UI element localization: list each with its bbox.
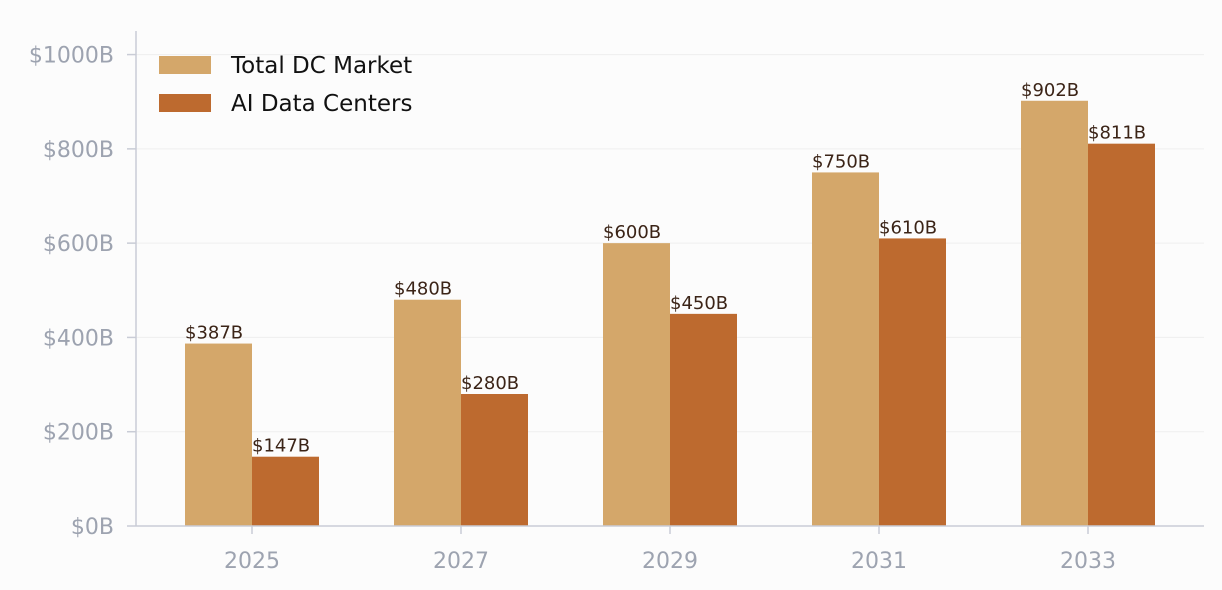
- bar-value-label: $147B: [252, 436, 310, 457]
- bar-value-label: $902B: [1021, 80, 1079, 101]
- y-tick-label: $600B: [43, 232, 114, 257]
- bar-ai-data-centers-2031: [879, 238, 946, 526]
- bar-total-dc-market-2033: [1021, 100, 1088, 527]
- bar-value-label: $610B: [879, 217, 937, 238]
- bar-ai-data-centers-2029: [670, 313, 737, 526]
- bars: [185, 100, 1155, 527]
- x-tick-label: 2031: [851, 549, 907, 574]
- y-tick-label: $400B: [43, 326, 114, 351]
- x-tick-label: 2029: [642, 549, 698, 574]
- legend-swatch-ai-data-centers: [159, 94, 211, 112]
- x-tick-label: 2027: [433, 549, 489, 574]
- bar-total-dc-market-2027: [394, 299, 461, 526]
- bar-ai-data-centers-2033: [1088, 143, 1155, 526]
- y-tick-label: $800B: [43, 138, 114, 163]
- legend: Total DC Market AI Data Centers: [159, 53, 412, 117]
- bar-total-dc-market-2025: [185, 343, 252, 526]
- legend-label: AI Data Centers: [231, 91, 412, 117]
- y-tick-label: $200B: [43, 421, 114, 446]
- bar-total-dc-market-2029: [603, 243, 670, 526]
- y-tick-label: $0B: [71, 515, 114, 540]
- bar-value-label: $480B: [394, 279, 452, 300]
- bar-value-label: $600B: [603, 222, 661, 243]
- axes: $0B $200B $400B $600B $800B $1000B 2025 2027 202…: [29, 31, 1204, 574]
- legend-label: Total DC Market: [230, 53, 412, 79]
- bar-total-dc-market-2031: [812, 172, 879, 526]
- bar-ai-data-centers-2025: [252, 456, 319, 526]
- data-labels: $387B $147B $480B $280B $600B $450B $750B $610B…: [185, 80, 1146, 457]
- bar-value-label: $387B: [185, 323, 243, 344]
- x-tick-label: 2033: [1060, 549, 1116, 574]
- bar-value-label: $280B: [461, 373, 519, 394]
- y-tick-label: $1000B: [29, 44, 114, 69]
- bar-value-label: $450B: [670, 293, 728, 314]
- bar-value-label: $811B: [1088, 123, 1146, 144]
- bar-ai-data-centers-2027: [461, 394, 528, 526]
- x-tick-label: 2025: [224, 549, 280, 574]
- bar-value-label: $750B: [812, 151, 870, 172]
- legend-swatch-total-dc-market: [159, 56, 211, 74]
